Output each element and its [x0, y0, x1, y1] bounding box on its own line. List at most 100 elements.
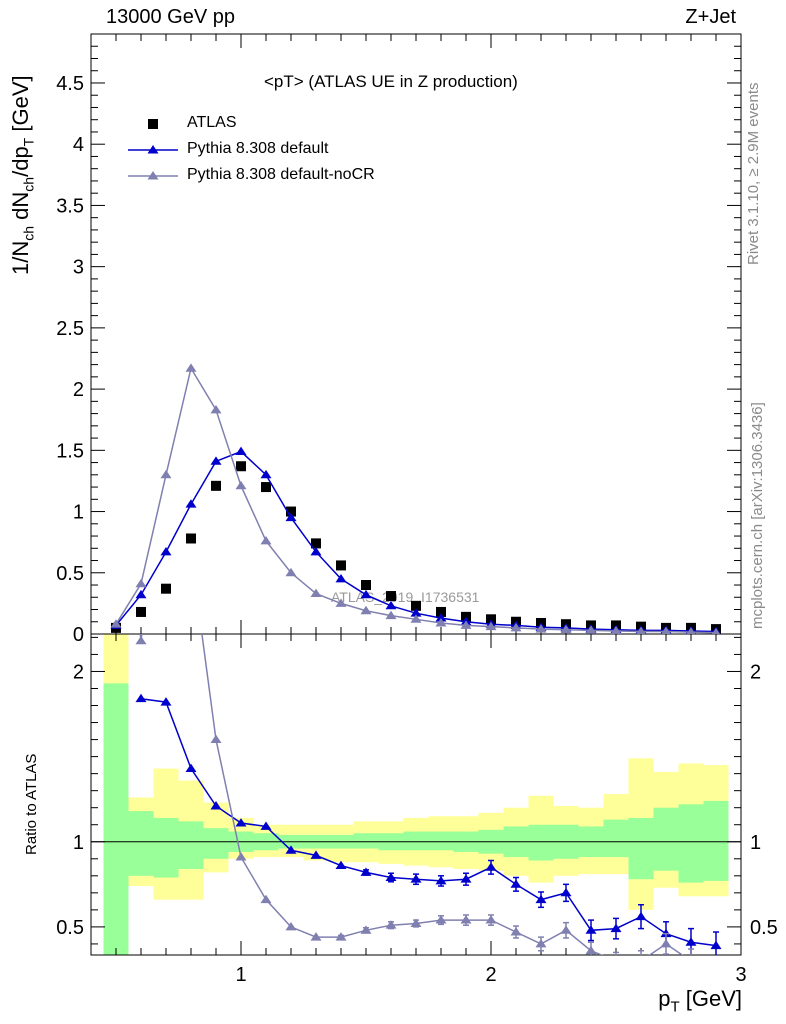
- ratio-y-tick-label-left-1: 1: [73, 832, 84, 854]
- ratio-y-tick-label-right-0.5: 0.5: [750, 917, 778, 939]
- ratio-y-tick-label-right-1: 1: [750, 832, 761, 854]
- ratio-marker-nocr-14: [460, 915, 472, 924]
- marker-nocr-5: [235, 480, 247, 490]
- marker-nocr-12: [410, 614, 422, 623]
- marker-default-8: [310, 547, 322, 556]
- marker-nocr-15: [485, 621, 497, 631]
- marker-atlas-11: [386, 591, 396, 602]
- legend-label-atlas: ATLAS: [187, 114, 237, 131]
- legend-marker-nocr: [147, 171, 159, 180]
- ratio-marker-nocr-4: [210, 734, 222, 744]
- marker-atlas-13: [436, 606, 446, 617]
- ratio-marker-nocr-15: [485, 915, 497, 924]
- marker-atlas-6: [261, 482, 271, 493]
- y-tick-label-4: 4: [73, 134, 84, 156]
- marker-nocr-22: [661, 626, 671, 634]
- marker-nocr-11: [385, 610, 397, 620]
- ratio-marker-default-17: [560, 887, 572, 897]
- ratio-marker-nocr-21: [636, 956, 647, 964]
- ratio-marker-default-6: [285, 845, 297, 854]
- ratio-uncertainty-bands: [103, 634, 729, 955]
- band-inner-23: [678, 804, 704, 883]
- header-right: Z+Jet: [685, 6, 736, 28]
- axis-ticks: 1 2 3 0 0.5 1 1.5 2 2.5 3 3.5 4 4.5 0.5 0.5 1 1 2 2: [56, 34, 778, 986]
- marker-nocr-23: [686, 627, 696, 634]
- marker-atlas-7: [286, 506, 296, 517]
- y-tick-label-3.5: 3.5: [56, 195, 84, 217]
- y-tick-label-2: 2: [73, 379, 84, 401]
- x-tick-label-3: 3: [735, 964, 746, 986]
- marker-nocr-24: [711, 627, 721, 634]
- ratio-marker-default-20: [635, 911, 647, 921]
- band-inner-10: [353, 833, 379, 849]
- y-tick-label-0: 0: [73, 624, 84, 646]
- marker-atlas-12: [411, 600, 421, 611]
- x-axis-label: pT [GeV]: [658, 986, 742, 1016]
- band-inner-22: [653, 807, 679, 871]
- ratio-marker-nocr-0: [111, 411, 122, 419]
- band-inner-17: [528, 824, 554, 861]
- analysis-watermark: ATLAS_2019_I1736531: [331, 589, 480, 605]
- y-tick-label-0.5: 0.5: [56, 563, 84, 585]
- ratio-marker-nocr-20: [611, 956, 622, 964]
- marker-default-2: [160, 547, 172, 556]
- marker-nocr-4: [210, 404, 222, 414]
- ratio-marker-default-19: [610, 923, 622, 933]
- marker-default-1: [135, 589, 147, 599]
- ratio-marker-nocr-1: [135, 635, 147, 645]
- ratio-y-tick-label-right-2: 2: [750, 661, 761, 683]
- ratio-marker-nocr-22: [660, 938, 672, 948]
- ratio-marker-default-22: [685, 937, 697, 946]
- ratio-marker-default-12: [435, 875, 447, 885]
- marker-atlas-4: [211, 480, 221, 491]
- ratio-marker-nocr-19: [585, 945, 597, 955]
- ratio-marker-nocr-2: [161, 428, 172, 436]
- ratio-series-group: [111, 411, 722, 973]
- line-nocr: [115, 366, 717, 634]
- marker-nocr-2: [160, 469, 172, 479]
- marker-default-6: [260, 469, 272, 479]
- ratio-marker-default-18: [585, 925, 597, 934]
- marker-default-12: [410, 608, 422, 617]
- ratio-marker-nocr-24: [711, 965, 722, 973]
- ratio-marker-nocr-8: [310, 932, 322, 941]
- band-inner-12: [403, 831, 429, 851]
- legend-label-default: Pythia 8.308 default: [187, 140, 329, 157]
- main-series-group: [110, 363, 721, 634]
- marker-atlas-1: [136, 606, 146, 617]
- ratio-marker-default-5: [260, 821, 272, 830]
- ratio-marker-default-23: [710, 940, 722, 950]
- ratio-marker-default-16: [535, 894, 547, 904]
- marker-atlas-5: [236, 461, 246, 472]
- ratio-marker-default-1: [160, 697, 172, 706]
- y-tick-label-1.5: 1.5: [56, 440, 84, 462]
- x-tick-label-2: 2: [485, 964, 496, 986]
- marker-atlas-2: [161, 583, 171, 594]
- marker-atlas-3: [186, 533, 196, 544]
- marker-nocr-16: [510, 622, 522, 632]
- marker-default-11: [385, 600, 397, 610]
- ratio-marker-nocr-12: [410, 918, 422, 927]
- marker-atlas-10: [361, 580, 371, 591]
- ratio-marker-default-9: [360, 867, 372, 876]
- marker-nocr-20: [610, 625, 622, 634]
- marker-atlas-8: [311, 538, 321, 549]
- legend: [128, 119, 178, 180]
- ratio-marker-nocr-7: [285, 921, 297, 931]
- band-inner-3: [178, 821, 204, 870]
- ratio-marker-nocr-6: [260, 894, 272, 904]
- y-tick-label-2.5: 2.5: [56, 318, 84, 340]
- ratio-marker-default-2: [185, 763, 197, 772]
- ratio-marker-default-15: [510, 879, 522, 888]
- marker-nocr-6: [260, 535, 272, 545]
- marker-nocr-14: [460, 620, 472, 629]
- ratio-marker-nocr-11: [385, 920, 397, 929]
- y-tick-label-1: 1: [73, 502, 84, 524]
- ratio-marker-nocr-10: [360, 925, 372, 934]
- ratio-marker-default-4: [235, 818, 247, 827]
- marker-atlas-9: [336, 560, 346, 571]
- ratio-line-nocr: [139, 634, 684, 955]
- ratio-marker-default-13: [460, 874, 472, 883]
- x-tick-label-1: 1: [235, 964, 246, 986]
- legend-marker-default: [147, 145, 159, 154]
